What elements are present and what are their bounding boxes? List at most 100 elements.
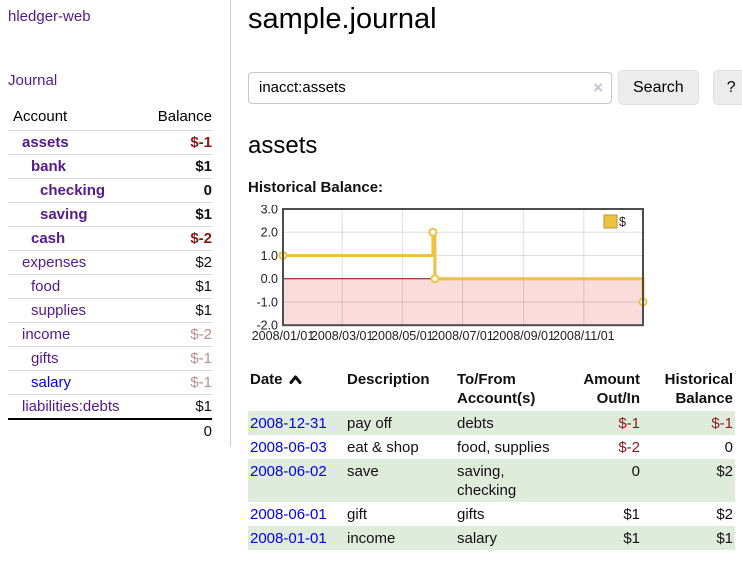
svg-text:2008/07/01: 2008/07/01 [431,329,494,343]
account-row: assets $-1 [8,130,212,155]
register-header-historical-balance: Historical Balance [664,371,733,407]
account-link[interactable]: gifts [31,350,59,367]
account-heading: assets [248,132,318,159]
transaction-amount: $-1 [618,415,640,432]
account-balance: $-2 [190,230,212,247]
transaction-balance: 0 [724,439,733,456]
sort-asc-icon [289,370,302,389]
sidebar: hledger-web Journal Account Balance asse… [0,0,231,446]
search-button[interactable]: Search [618,70,699,105]
account-link[interactable]: bank [31,158,67,175]
main-content: sample.journal × Search ? assets Histori… [248,0,742,550]
accounts-table: Account Balance assets $-1 bank $1 checking 0… [8,106,212,443]
account-row: liabilities:debts $1 [8,394,212,420]
transaction-description: pay off [347,415,392,432]
help-button[interactable]: ? [712,70,742,105]
svg-text:2.0: 2.0 [261,226,278,240]
transaction-accounts: debts [457,415,494,432]
account-row: salary $-1 [8,370,212,395]
account-row: income $-2 [8,322,212,347]
transaction-date-link[interactable]: 2008-06-01 [250,506,327,523]
transaction-balance: $2 [716,506,733,523]
account-balance: $-1 [190,374,212,391]
accounts-header-row: Account Balance [8,106,212,131]
svg-text:-1.0: -1.0 [256,295,278,309]
register-row: 2008-06-03 eat & shop food, supplies $-2 0 [248,435,735,459]
account-link[interactable]: food [31,278,61,295]
accounts-total-value: 0 [203,423,212,440]
search-box: × [248,71,612,104]
register-table: Date Description To/From Account(s) Amount … [248,368,735,550]
account-row: gifts $-1 [8,346,212,371]
account-link[interactable]: assets [22,134,69,151]
svg-text:-2.0: -2.0 [256,319,278,333]
svg-text:2008/09/01: 2008/09/01 [492,329,555,343]
account-link[interactable]: expenses [22,254,87,271]
account-balance: $1 [195,206,212,223]
svg-text:0.0: 0.0 [261,272,278,286]
account-link[interactable]: liabilities:debts [22,398,120,415]
brand-link[interactable]: hledger-web [8,8,91,25]
transaction-description: eat & shop [347,439,419,456]
svg-text:2008/03/01: 2008/03/01 [311,329,374,343]
account-row: cash $-2 [8,226,212,251]
transaction-balance: $2 [716,463,733,480]
search-form: × Search ? [248,70,742,105]
account-row: checking 0 [8,178,212,203]
transaction-accounts: food, supplies [457,439,550,456]
register-header-row: Date Description To/From Account(s) Amount … [248,368,735,411]
account-row: bank $1 [8,154,212,179]
transaction-date-link[interactable]: 2008-06-03 [250,439,327,456]
account-link[interactable]: saving [40,206,88,223]
account-balance: $1 [195,278,212,295]
account-row: food $1 [8,274,212,299]
transaction-accounts: gifts [457,506,485,523]
account-link[interactable]: supplies [31,302,87,319]
accounts-header-balance: Balance [157,108,212,125]
transaction-date-link[interactable]: 2008-12-31 [250,415,327,432]
account-link[interactable]: income [22,326,71,343]
register-row: 2008-12-31 pay off debts $-1 $-1 [248,411,735,435]
historical-balance-chart: $3.0 2.0 1.0 0.0 -1.0 -2.0 2008/01/01 2008/03/0… [248,202,652,351]
account-balance: $2 [195,254,212,271]
register-header-date[interactable]: Date [248,368,345,411]
register-row: 2008-06-02 save saving, checking 0 $2 [248,459,735,502]
search-input[interactable] [248,71,612,104]
svg-text:$: $ [619,215,626,229]
chart-legend: $ [603,214,626,229]
register-row: 2008-06-01 gift gifts $1 $2 [248,502,735,526]
account-balance: $1 [195,398,212,415]
clear-search-icon[interactable]: × [593,77,603,97]
svg-text:1.0: 1.0 [261,249,278,263]
transaction-accounts: saving, checking [457,463,517,499]
transaction-date-link[interactable]: 2008-06-02 [250,463,327,480]
svg-text:2008/05/01: 2008/05/01 [371,329,434,343]
transaction-description: save [347,463,379,480]
svg-text:2008/01/01: 2008/01/01 [252,329,315,343]
chart-title: Historical Balance: [248,179,384,196]
account-balance: 0 [203,182,212,199]
sidebar-item-journal[interactable]: Journal [8,72,58,89]
transaction-balance: $1 [716,530,733,547]
page-title: sample.journal [248,3,437,35]
account-row: saving $1 [8,202,212,227]
account-link[interactable]: salary [31,374,72,391]
transaction-amount: $1 [623,530,640,547]
account-row: supplies $1 [8,298,212,323]
account-link[interactable]: cash [31,230,66,247]
svg-text:2008/11/01: 2008/11/01 [553,329,615,343]
transaction-amount: $-2 [618,439,640,456]
account-balance: $-1 [190,134,212,151]
register-row: 2008-01-01 income salary $1 $1 [248,526,735,550]
transaction-balance: $-1 [711,415,733,432]
account-link[interactable]: checking [40,182,106,199]
transaction-amount: 0 [631,463,640,480]
account-balance: $1 [195,302,212,319]
register-header-description: Description [347,371,430,388]
svg-text:3.0: 3.0 [261,205,278,216]
transaction-amount: $1 [623,506,640,523]
account-row: expenses $2 [8,250,212,275]
account-balance: $-1 [190,350,212,367]
transaction-date-link[interactable]: 2008-01-01 [250,530,327,547]
accounts-header-account: Account [13,108,68,125]
